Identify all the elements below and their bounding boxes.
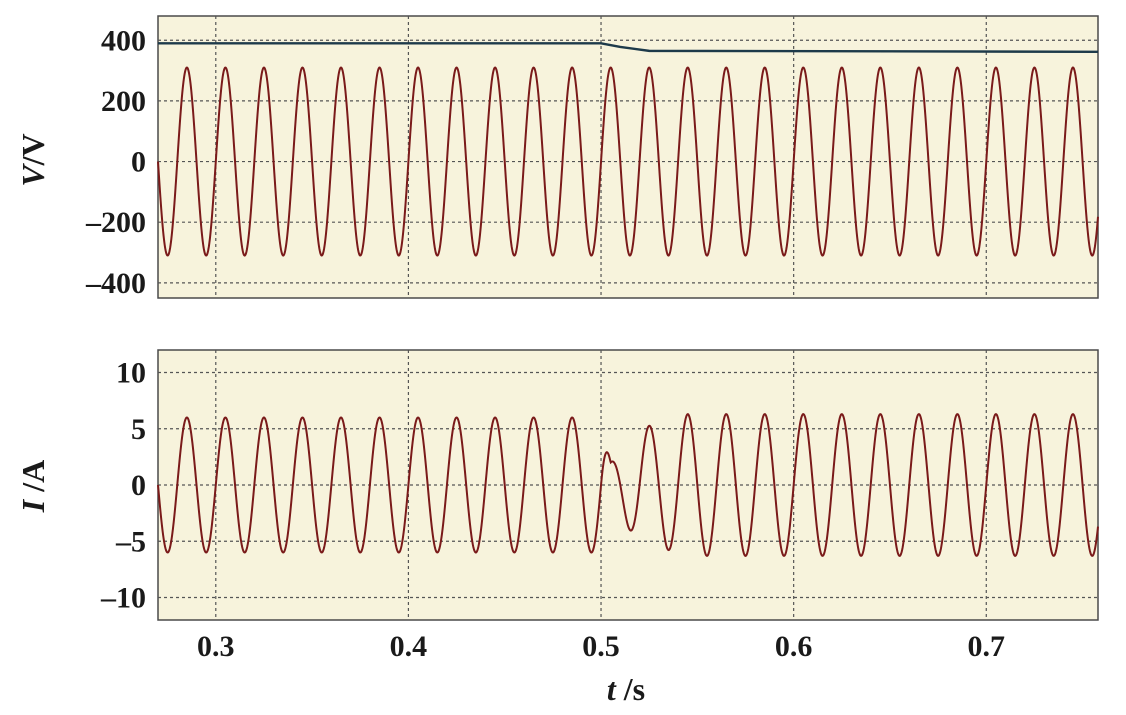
time-x-ticks: 0.3 0.4 0.5 0.6 0.7 (197, 630, 1005, 663)
voltage-y-ticks: 400 200 0 –200 –400 (85, 24, 146, 300)
voltage-grid (158, 16, 1098, 298)
time-x-tick-label: 0.3 (197, 630, 235, 663)
time-x-axis-label: t /s (607, 671, 645, 707)
time-x-tick-label: 0.4 (390, 630, 428, 663)
current-y-axis-unit: /A (15, 460, 51, 500)
voltage-y-axis-var: V (15, 163, 51, 187)
voltage-y-tick-label: –400 (85, 267, 146, 300)
voltage-waveform-line (157, 66, 1099, 257)
current-series (157, 413, 1099, 557)
voltage-y-tick-label: –200 (85, 206, 146, 239)
time-x-axis-unit: /s (616, 671, 645, 707)
current-panel: 10 5 0 –5 –10 0.3 0.4 0.5 0.6 0.7 I /A t /s (15, 349, 1099, 707)
time-x-tick-label: 0.5 (582, 630, 620, 663)
time-x-axis-var: t (607, 671, 617, 707)
voltage-y-axis-unit: /V (15, 133, 51, 166)
dc-bus-voltage-line (158, 42, 1099, 53)
voltage-plot-area (157, 15, 1099, 299)
current-waveform-line (157, 413, 1099, 557)
time-x-tick-label: 0.7 (968, 630, 1006, 663)
voltage-panel: 400 200 0 –200 –400 V/V (15, 15, 1099, 300)
voltage-series (157, 42, 1099, 257)
current-y-tick-label: –5 (115, 525, 146, 558)
current-y-tick-label: 5 (131, 413, 146, 446)
current-y-axis-label: I /A (15, 460, 51, 513)
current-y-tick-label: 0 (131, 469, 146, 502)
voltage-y-tick-label: 400 (101, 24, 146, 57)
voltage-y-tick-label: 0 (131, 146, 146, 179)
current-y-axis-var: I (15, 498, 51, 513)
current-y-ticks: 10 5 0 –5 –10 (100, 357, 146, 615)
current-y-tick-label: 10 (116, 357, 146, 390)
voltage-y-axis-label: V/V (15, 133, 51, 186)
voltage-y-tick-label: 200 (101, 85, 146, 118)
time-x-tick-label: 0.6 (775, 630, 813, 663)
current-y-tick-label: –10 (100, 582, 146, 615)
